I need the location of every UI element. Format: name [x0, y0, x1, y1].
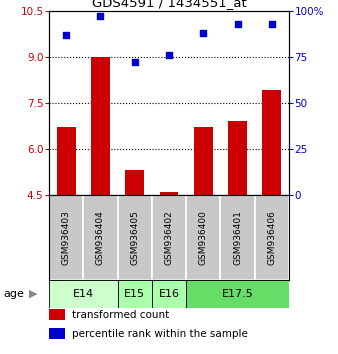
Bar	[186, 280, 289, 308]
Point	[200, 30, 206, 35]
Text: GSM936403: GSM936403	[62, 210, 71, 265]
Bar	[262, 90, 281, 195]
Bar	[152, 195, 186, 280]
Text: GSM936400: GSM936400	[199, 210, 208, 265]
Bar	[49, 309, 65, 320]
Bar	[255, 195, 289, 280]
Text: E14: E14	[73, 289, 94, 299]
Text: GSM936401: GSM936401	[233, 210, 242, 265]
Bar	[91, 57, 110, 195]
Bar	[160, 192, 178, 195]
Point	[269, 21, 274, 26]
Point	[98, 13, 103, 19]
Bar	[228, 121, 247, 195]
Text: age: age	[3, 289, 24, 299]
Text: transformed count: transformed count	[72, 309, 169, 320]
Text: GSM936405: GSM936405	[130, 210, 139, 265]
Bar	[49, 195, 83, 280]
Bar	[186, 195, 220, 280]
Bar	[220, 195, 255, 280]
Text: GSM936402: GSM936402	[165, 210, 173, 264]
Text: E17.5: E17.5	[222, 289, 254, 299]
Point	[166, 52, 172, 58]
Bar	[118, 195, 152, 280]
Point	[64, 32, 69, 38]
Text: ▶: ▶	[29, 289, 37, 299]
Bar	[57, 127, 76, 195]
Point	[132, 59, 138, 65]
Bar	[152, 280, 186, 308]
Text: E16: E16	[159, 289, 179, 299]
Bar	[118, 280, 152, 308]
Bar	[83, 195, 118, 280]
Bar	[49, 280, 118, 308]
Point	[235, 21, 240, 26]
Text: GSM936406: GSM936406	[267, 210, 276, 265]
Text: percentile rank within the sample: percentile rank within the sample	[72, 329, 248, 339]
Bar	[125, 170, 144, 195]
Bar	[194, 127, 213, 195]
Title: GDS4591 / 1434551_at: GDS4591 / 1434551_at	[92, 0, 246, 10]
Text: GSM936404: GSM936404	[96, 210, 105, 264]
Text: E15: E15	[124, 289, 145, 299]
Bar	[49, 329, 65, 339]
